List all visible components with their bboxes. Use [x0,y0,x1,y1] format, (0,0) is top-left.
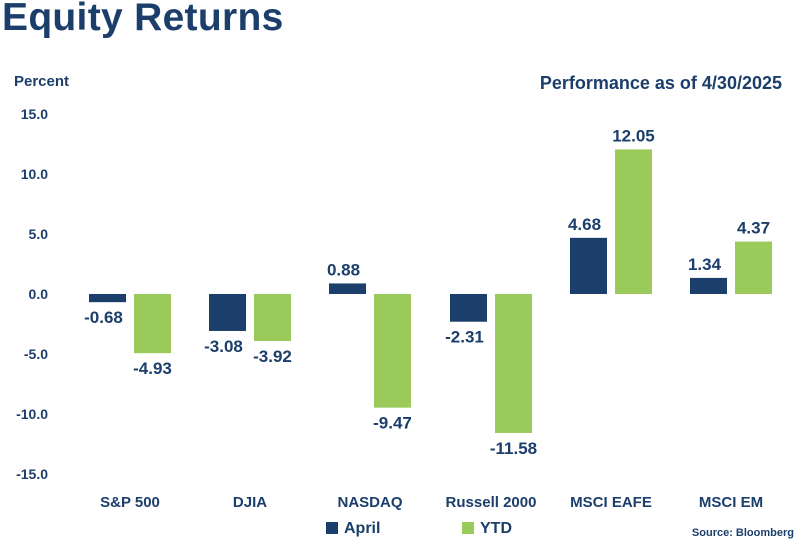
source-note: Source: Bloomberg [691,527,794,539]
x-tick-label: MSCI EAFE [570,494,652,511]
bar-ytd [254,294,291,342]
y-tick-label: -15.0 [16,466,48,482]
legend-label-april: April [344,520,380,537]
x-tick-label: S&P 500 [100,494,160,511]
y-axis-label: Percent [14,73,70,90]
y-tick-label: 10.0 [21,166,48,182]
legend-swatch-april [326,522,338,534]
legend-swatch-ytd [462,522,474,534]
bar-april [450,294,487,322]
bar-ytd [374,294,411,408]
bar-ytd [735,241,772,294]
data-label-april: 0.88 [327,260,360,279]
data-label-april: 1.34 [688,255,722,274]
y-tick-label: -10.0 [16,406,48,422]
data-label-april: -3.08 [204,337,243,356]
x-tick-label: Russell 2000 [446,494,537,511]
bar-april [89,294,126,303]
bar-ytd [615,149,652,294]
bar-ytd [495,294,532,433]
data-label-ytd: 12.05 [612,126,655,145]
bar-april [329,283,366,294]
y-tick-label: 5.0 [29,226,49,242]
bar-ytd [134,294,171,354]
y-tick-label: -5.0 [24,346,48,362]
chart-title: Equity Returns [2,0,284,39]
bar-april [690,277,727,294]
x-tick-label: MSCI EM [699,494,763,511]
data-label-april: -2.31 [445,328,484,347]
data-label-ytd: -9.47 [373,414,412,433]
x-tick-label: DJIA [233,494,267,511]
chart-subtitle: Performance as of 4/30/2025 [539,73,782,93]
data-label-ytd: -11.58 [490,439,537,458]
data-label-ytd: -3.92 [253,347,292,366]
data-label-april: 4.68 [568,215,601,234]
bar-april [209,294,246,331]
y-tick-label: 15.0 [21,106,48,122]
data-label-ytd: -4.93 [133,359,172,378]
legend-label-ytd: YTD [480,520,512,537]
data-label-april: -0.68 [84,308,123,327]
x-tick-label: NASDAQ [337,494,402,511]
data-label-ytd: 4.37 [737,219,770,238]
y-tick-label: 0.0 [29,286,49,302]
bar-april [570,237,607,294]
